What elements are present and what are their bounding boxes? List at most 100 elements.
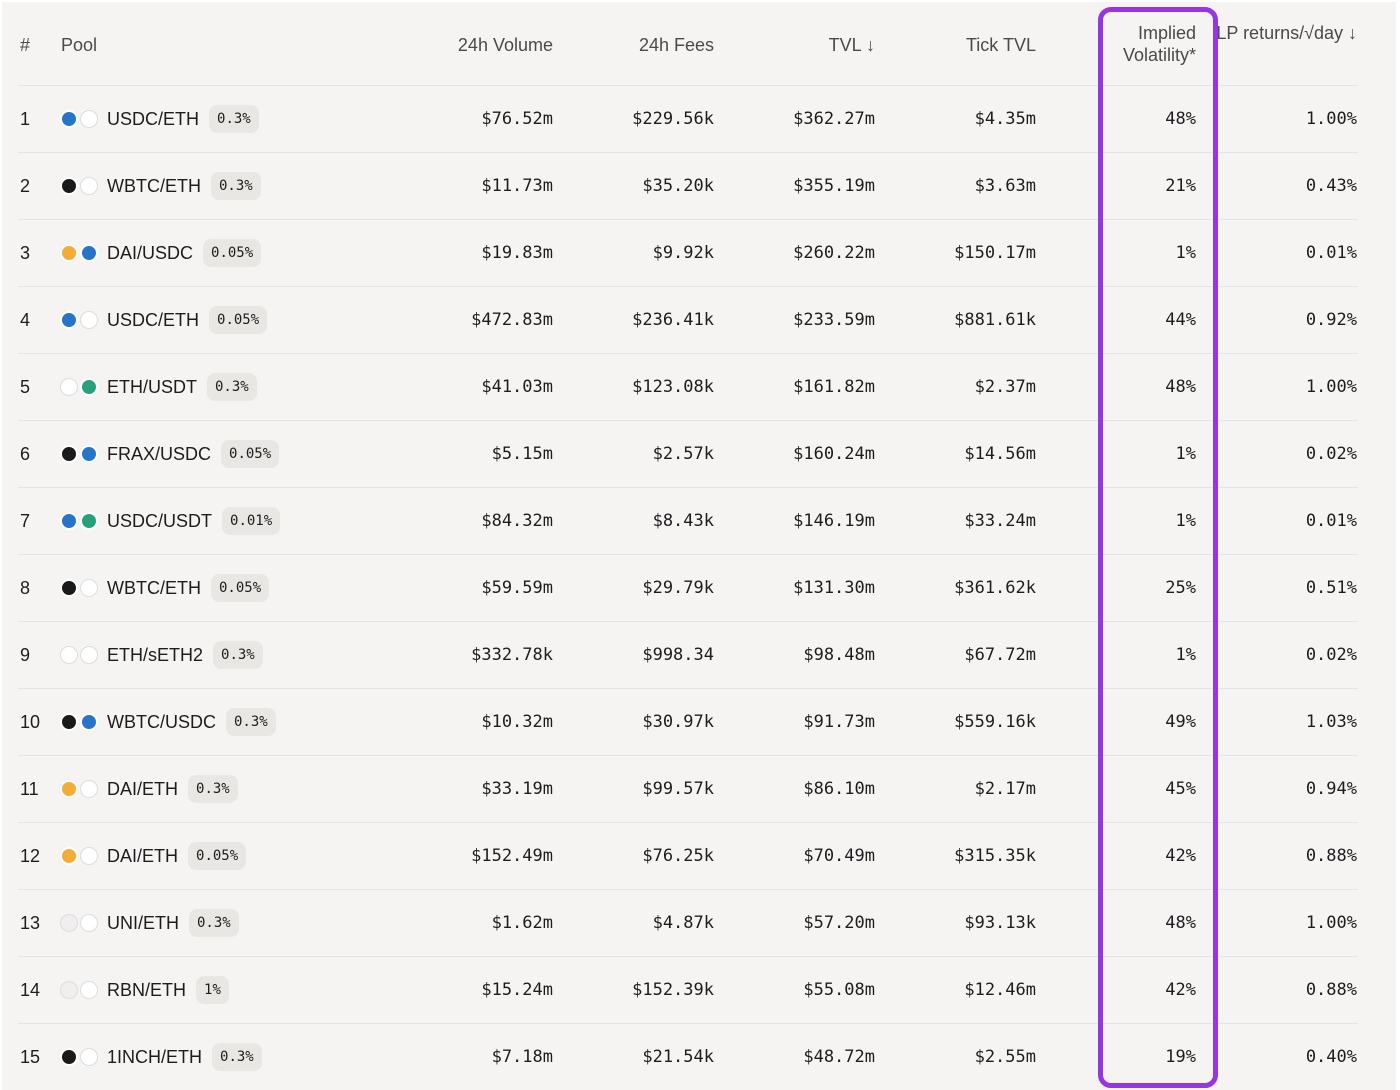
cell-iv: 19%	[1165, 1047, 1196, 1067]
fee-tier: 0.05%	[209, 306, 268, 334]
cell-fees: $99.57k	[642, 779, 714, 799]
cell-fees: $76.25k	[642, 846, 714, 866]
fee-tier: 0.01%	[222, 507, 281, 535]
cell-lp-returns: 0.01%	[1305, 243, 1357, 263]
rank: 8	[20, 578, 31, 598]
cell-fees: $236.41k	[632, 310, 714, 330]
token-icon	[80, 1048, 98, 1066]
pool-name[interactable]: UNI/ETH	[107, 913, 179, 933]
token-icon	[60, 378, 78, 396]
cell-tick-tvl: $4.35m	[974, 109, 1036, 129]
highlight-box	[1098, 7, 1218, 1088]
token-icon	[60, 110, 78, 128]
rank: 10	[20, 712, 41, 732]
pool-name[interactable]: USDC/ETH	[107, 109, 200, 129]
cell-tick-tvl: $12.46m	[964, 980, 1036, 1000]
column-header[interactable]: 24h Volume	[457, 35, 553, 55]
cell-iv: 48%	[1165, 377, 1196, 397]
column-header[interactable]: TVL ↓	[828, 35, 875, 55]
token-icon	[60, 512, 78, 530]
row-divider	[18, 152, 1358, 153]
pool-name[interactable]: DAI/ETH	[107, 846, 179, 866]
column-header[interactable]: LP returns/√day ↓	[1216, 23, 1357, 43]
cell-lp-returns: 1.03%	[1305, 712, 1357, 732]
cell-lp-returns: 0.88%	[1305, 980, 1357, 1000]
pool-name[interactable]: RBN/ETH	[107, 980, 187, 1000]
cell-lp-returns: 0.51%	[1305, 578, 1357, 598]
pool-name[interactable]: USDC/ETH	[107, 310, 200, 330]
pool-name[interactable]: FRAX/USDC	[107, 444, 212, 464]
fee-tier: 0.3%	[189, 909, 239, 937]
token-icon	[60, 445, 78, 463]
cell-fees: $998.34	[642, 645, 714, 665]
token-icon	[80, 780, 98, 798]
pool-name[interactable]: DAI/ETH	[107, 779, 179, 799]
cell-iv: 49%	[1165, 712, 1196, 732]
cell-fees: $152.39k	[632, 980, 714, 1000]
token-icon	[80, 110, 98, 128]
token-icon	[80, 311, 98, 329]
column-header: #	[20, 35, 31, 55]
cell-fees: $4.87k	[652, 913, 714, 933]
fee-tier: 0.3%	[188, 775, 238, 803]
cell-lp-returns: 1.00%	[1305, 913, 1357, 933]
column-header[interactable]: Implied Volatility*	[1122, 23, 1196, 65]
cell-tvl: $86.10m	[803, 779, 875, 799]
cell-fees: $29.79k	[642, 578, 714, 598]
token-icon	[60, 914, 78, 932]
column-header[interactable]: Tick TVL	[965, 35, 1036, 55]
cell-iv: 48%	[1165, 913, 1196, 933]
pool-name[interactable]: WBTC/ETH	[107, 578, 201, 598]
fee-tier: 0.05%	[211, 574, 270, 602]
pool-name[interactable]: USDC/USDT	[107, 511, 213, 531]
cell-iv: 25%	[1165, 578, 1196, 598]
row-divider	[18, 353, 1358, 354]
fee-tier: 0.05%	[188, 842, 247, 870]
cell-iv: 42%	[1165, 846, 1196, 866]
cell-iv: 1%	[1175, 444, 1196, 464]
rank: 3	[20, 243, 31, 263]
fee-tier: 0.05%	[221, 440, 280, 468]
pool-name[interactable]: 1INCH/ETH	[107, 1047, 203, 1067]
row-divider	[18, 420, 1358, 421]
pool-name[interactable]: WBTC/ETH	[107, 176, 201, 196]
cell-iv: 44%	[1165, 310, 1196, 330]
row-divider	[18, 286, 1358, 287]
cell-tvl: $260.22m	[793, 243, 875, 263]
cell-lp-returns: 0.43%	[1305, 176, 1357, 196]
cell-tvl: $233.59m	[793, 310, 875, 330]
pool-name[interactable]: ETH/USDT	[107, 377, 197, 397]
cell-fees: $35.20k	[642, 176, 714, 196]
cell-volume: $59.59m	[481, 578, 553, 598]
rank: 5	[20, 377, 31, 397]
cell-tvl: $91.73m	[803, 712, 875, 732]
pool-name[interactable]: WBTC/USDC	[107, 712, 216, 732]
token-icon	[80, 847, 98, 865]
cell-lp-returns: 0.02%	[1305, 645, 1357, 665]
column-header[interactable]: 24h Fees	[638, 35, 714, 55]
cell-tick-tvl: $881.61k	[954, 310, 1036, 330]
cell-volume: $33.19m	[481, 779, 553, 799]
token-icon	[60, 780, 78, 798]
cell-volume: $84.32m	[481, 511, 553, 531]
token-icon	[60, 646, 78, 664]
fee-tier: 0.3%	[209, 105, 259, 133]
cell-fees: $30.97k	[642, 712, 714, 732]
cell-iv: 1%	[1175, 645, 1196, 665]
cell-volume: $7.18m	[491, 1047, 553, 1067]
cell-volume: $5.15m	[491, 444, 553, 464]
rank: 7	[20, 511, 31, 531]
cell-tick-tvl: $361.62k	[954, 578, 1036, 598]
cell-tick-tvl: $3.63m	[974, 176, 1036, 196]
cell-lp-returns: 0.92%	[1305, 310, 1357, 330]
pool-name[interactable]: ETH/sETH2	[107, 645, 204, 665]
token-icon	[80, 512, 98, 530]
cell-lp-returns: 1.00%	[1305, 377, 1357, 397]
token-icon	[80, 579, 98, 597]
cell-tick-tvl: $315.35k	[954, 846, 1036, 866]
row-divider	[18, 219, 1358, 220]
pool-name[interactable]: DAI/USDC	[107, 243, 194, 263]
fee-tier: 0.05%	[203, 239, 262, 267]
token-icon	[60, 981, 78, 999]
